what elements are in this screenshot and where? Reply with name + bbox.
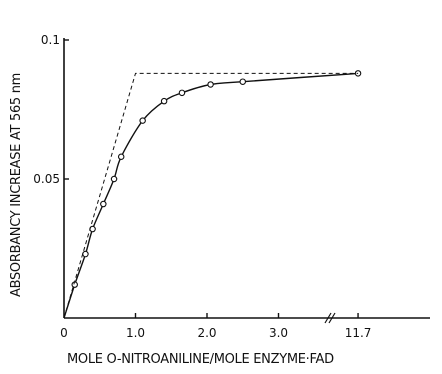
y-axis-title: ABSORBANCY INCREASE AT 565 nm [9,73,24,297]
data-point [178,89,186,97]
x-tick-label: 11.7 [345,326,372,340]
x-tick-label: 0 [60,326,68,340]
data-point [110,175,118,183]
axes: 0 1.0 2.0 3.0 11.7 0.05 0.1 [33,33,430,340]
data-point [82,250,89,258]
data-point [100,200,107,208]
y-tick-label: 0.1 [41,33,60,47]
data-point [117,153,125,161]
x-tick-label: 1.0 [126,326,145,340]
plot-marks [63,70,362,319]
x-tick-label: 3.0 [269,326,288,340]
x-tick-label: 2.0 [197,326,216,340]
data-curve [63,72,359,319]
data-point [207,81,214,88]
dashed-reference-line [63,72,359,319]
data-point [239,78,247,85]
x-axis-title: MOLE O-NITROANILINE/MOLE ENZYME·FAD [67,352,334,367]
y-tick-label: 0.05 [33,172,60,186]
x-axis-break-mark [324,312,332,324]
data-point [139,117,146,124]
x-axis-break-mark [328,312,336,324]
data-point [160,97,168,105]
